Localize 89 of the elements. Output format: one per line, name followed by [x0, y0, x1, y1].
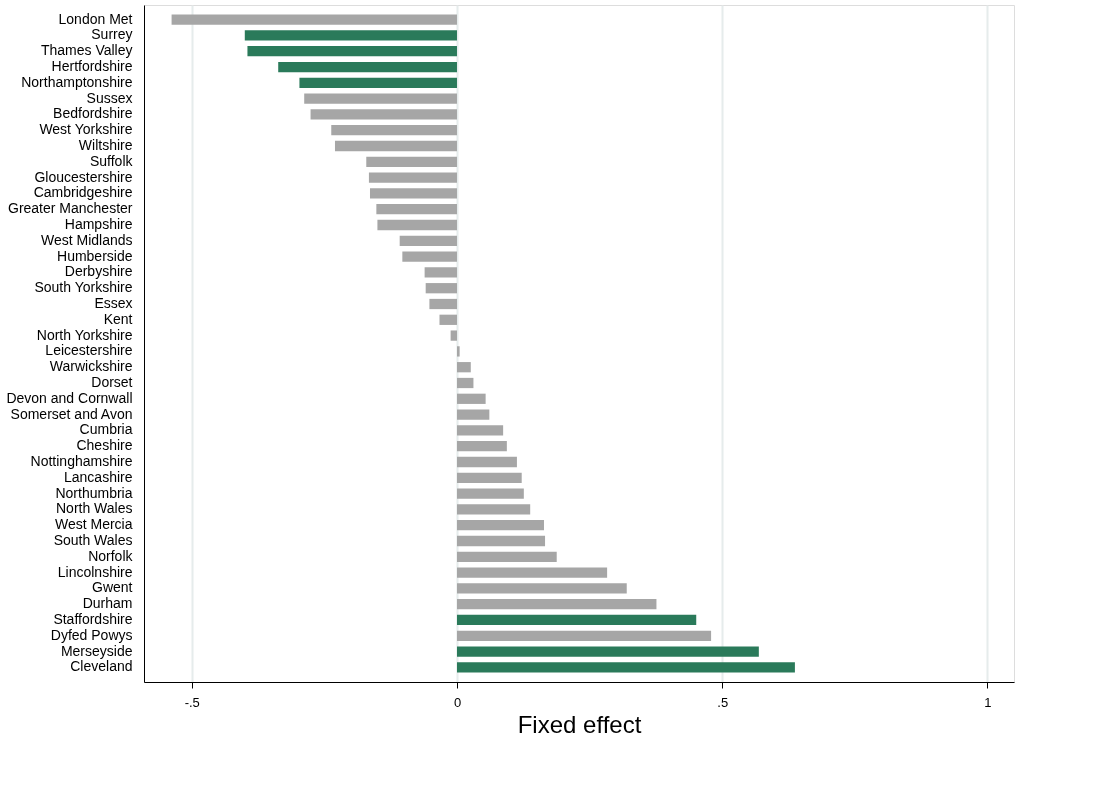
- bar: [429, 298, 457, 310]
- y-tick-label: West Midlands: [40, 231, 133, 248]
- bar: [331, 125, 457, 136]
- y-tick-label: Kent: [103, 310, 133, 327]
- y-tick-label: Bedfordshire: [53, 105, 133, 122]
- y-tick-label: Devon and Cornwall: [6, 389, 133, 406]
- bar: [456, 504, 531, 515]
- bar: [402, 251, 457, 262]
- bar: [456, 599, 657, 610]
- y-tick-label: Suffolk: [89, 152, 134, 169]
- y-tick-label: Hertfordshire: [51, 58, 133, 75]
- bar: [456, 441, 507, 452]
- x-tick-label: .5: [717, 694, 729, 710]
- bar: [425, 283, 457, 294]
- bar: [299, 77, 457, 88]
- x-tick-label: 1: [984, 694, 992, 710]
- bar: [456, 520, 544, 531]
- bar: [304, 93, 457, 104]
- y-tick-label: Dorset: [91, 374, 133, 390]
- x-tick-label: -.5: [184, 694, 200, 710]
- y-tick-label: Gloucestershire: [34, 168, 133, 185]
- bar: [334, 140, 457, 152]
- y-tick-label: Nottinghamshire: [30, 452, 133, 469]
- bar: [369, 188, 457, 199]
- bar: [366, 156, 457, 167]
- bar: [456, 551, 557, 562]
- bar: [456, 646, 759, 657]
- bar: [278, 61, 457, 73]
- y-tick-label: London Met: [58, 10, 133, 27]
- y-tick-label: West Yorkshire: [39, 121, 133, 138]
- y-tick-label: Humberside: [57, 247, 133, 264]
- bar: [368, 172, 457, 183]
- y-tick-label: Cambridgeshire: [33, 184, 133, 201]
- bar: [456, 409, 490, 420]
- y-tick-label: Sussex: [86, 89, 133, 106]
- y-tick-label: Derbyshire: [64, 263, 133, 280]
- y-tick-label: North Wales: [55, 500, 133, 517]
- bar: [244, 30, 457, 41]
- bar: [456, 456, 517, 468]
- bar: [456, 535, 546, 547]
- y-tick-label: Hampshire: [64, 216, 133, 233]
- bar: [310, 109, 457, 120]
- bar: [424, 267, 457, 278]
- y-tick-label: Greater Manchester: [8, 200, 133, 217]
- y-tick-label: Somerset and Avon: [10, 405, 133, 422]
- y-tick-label: Essex: [94, 295, 133, 311]
- bar: [456, 346, 460, 357]
- y-tick-label: Cumbria: [79, 421, 133, 438]
- bar: [456, 630, 712, 641]
- y-tick-label: Gwent: [92, 579, 133, 596]
- y-tick-label: South Yorkshire: [34, 279, 133, 296]
- bar: [456, 425, 504, 436]
- y-tick-label: Norfolk: [88, 547, 134, 564]
- y-tick-label: Northamptonshire: [21, 73, 133, 90]
- y-tick-label: Northumbria: [55, 484, 133, 501]
- y-tick-label: Thames Valley: [40, 42, 133, 59]
- bar: [456, 614, 697, 626]
- y-tick-label: Lincolnshire: [57, 563, 133, 580]
- bar: [456, 583, 627, 594]
- y-tick-label: North Yorkshire: [36, 326, 133, 343]
- bar: [450, 330, 457, 341]
- y-tick-label: Staffordshire: [53, 610, 133, 627]
- y-tick-label: Leicestershire: [45, 342, 133, 359]
- y-tick-label: Dyfed Powys: [50, 626, 133, 643]
- bar: [247, 46, 457, 57]
- y-tick-label: West Mercia: [54, 516, 133, 533]
- y-tick-label: Merseyside: [60, 642, 133, 659]
- bar: [171, 14, 457, 25]
- y-tick-label: Cheshire: [76, 437, 133, 454]
- y-tick-label: Warwickshire: [49, 358, 133, 375]
- bar: [456, 567, 608, 578]
- bar: [377, 219, 457, 231]
- bar: [456, 472, 522, 483]
- bar: [456, 362, 471, 373]
- y-tick-label: Lancashire: [64, 468, 133, 485]
- bar: [439, 314, 457, 325]
- y-tick-label: South Wales: [53, 531, 133, 548]
- bar: [456, 662, 795, 673]
- y-tick-label: Wiltshire: [78, 137, 133, 154]
- bar: [376, 204, 457, 215]
- y-tick-label: Surrey: [91, 26, 133, 43]
- bar: [456, 393, 486, 404]
- bar: [456, 488, 524, 499]
- bar: [456, 377, 474, 389]
- y-tick-label: Durham: [82, 595, 133, 612]
- x-axis-title: Fixed effect: [517, 710, 642, 738]
- y-tick-label: Cleveland: [70, 658, 133, 675]
- x-tick-label: 0: [453, 694, 462, 710]
- bar: [399, 235, 457, 246]
